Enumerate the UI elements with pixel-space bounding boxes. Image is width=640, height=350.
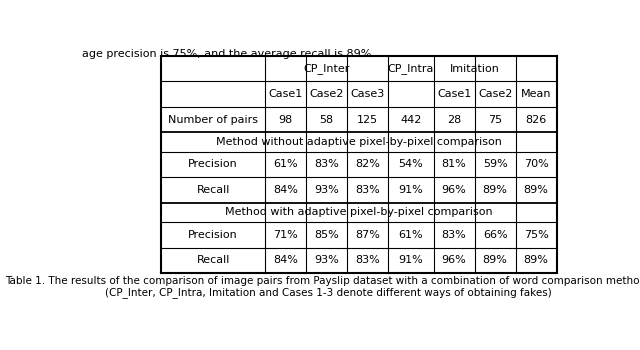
Text: 58: 58 xyxy=(319,114,333,125)
Text: 59%: 59% xyxy=(483,160,508,169)
Text: Imitation: Imitation xyxy=(450,64,500,74)
Text: 71%: 71% xyxy=(273,230,298,240)
Text: Recall: Recall xyxy=(196,255,230,265)
Text: Table 1. The results of the comparison of image pairs from Payslip dataset with : Table 1. The results of the comparison o… xyxy=(4,276,640,286)
Text: 83%: 83% xyxy=(442,230,467,240)
Text: (CP_Inter, CP_Intra, Imitation and Cases 1-3 denote different ways of obtaining : (CP_Inter, CP_Intra, Imitation and Cases… xyxy=(104,287,552,298)
Text: 84%: 84% xyxy=(273,185,298,195)
Text: 93%: 93% xyxy=(314,185,339,195)
Text: Recall: Recall xyxy=(196,185,230,195)
Text: 89%: 89% xyxy=(524,255,548,265)
Text: CP_Inter: CP_Inter xyxy=(303,63,349,74)
Text: 89%: 89% xyxy=(483,255,508,265)
Text: 61%: 61% xyxy=(399,230,423,240)
Text: 125: 125 xyxy=(357,114,378,125)
Text: 83%: 83% xyxy=(355,185,380,195)
Text: 84%: 84% xyxy=(273,255,298,265)
Text: 85%: 85% xyxy=(314,230,339,240)
Text: 89%: 89% xyxy=(524,185,548,195)
Text: Method without adaptive pixel-by-pixel comparison: Method without adaptive pixel-by-pixel c… xyxy=(216,137,502,147)
Text: 98: 98 xyxy=(278,114,292,125)
Text: 28: 28 xyxy=(447,114,461,125)
Text: Case1: Case1 xyxy=(268,89,303,99)
Text: 75: 75 xyxy=(488,114,502,125)
Text: Mean: Mean xyxy=(521,89,552,99)
Text: Number of pairs: Number of pairs xyxy=(168,114,258,125)
Text: Precision: Precision xyxy=(188,160,238,169)
Text: Precision: Precision xyxy=(188,230,238,240)
Text: 66%: 66% xyxy=(483,230,508,240)
Text: 70%: 70% xyxy=(524,160,548,169)
Text: 83%: 83% xyxy=(314,160,339,169)
Text: 93%: 93% xyxy=(314,255,339,265)
Text: 82%: 82% xyxy=(355,160,380,169)
Text: age precision is 75%, and the average recall is 89%.: age precision is 75%, and the average re… xyxy=(81,49,374,59)
Text: 89%: 89% xyxy=(483,185,508,195)
Text: 826: 826 xyxy=(525,114,547,125)
Text: Case1: Case1 xyxy=(437,89,471,99)
Text: 442: 442 xyxy=(400,114,422,125)
Text: 96%: 96% xyxy=(442,255,467,265)
Text: 96%: 96% xyxy=(442,185,467,195)
Text: 87%: 87% xyxy=(355,230,380,240)
Text: Case3: Case3 xyxy=(350,89,385,99)
Text: 75%: 75% xyxy=(524,230,548,240)
Text: 83%: 83% xyxy=(355,255,380,265)
Text: Case2: Case2 xyxy=(309,89,344,99)
Text: 61%: 61% xyxy=(273,160,298,169)
Text: 91%: 91% xyxy=(399,185,423,195)
Text: Case2: Case2 xyxy=(478,89,512,99)
Text: 54%: 54% xyxy=(399,160,423,169)
Text: Method with adaptive pixel-by-pixel comparison: Method with adaptive pixel-by-pixel comp… xyxy=(225,207,493,217)
Text: 91%: 91% xyxy=(399,255,423,265)
Text: 81%: 81% xyxy=(442,160,467,169)
Text: CP_Intra: CP_Intra xyxy=(388,63,434,74)
